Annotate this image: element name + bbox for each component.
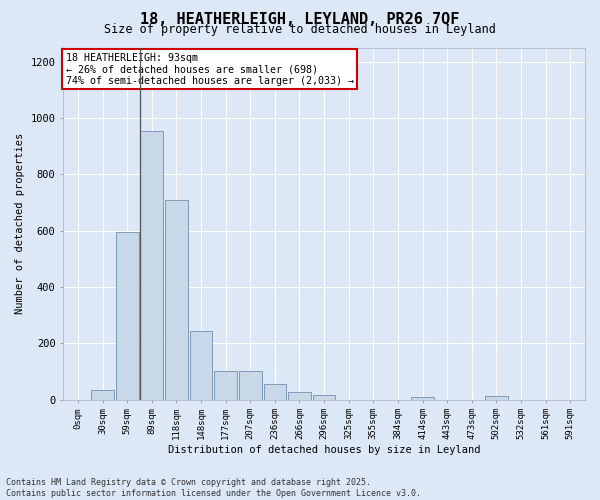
Bar: [411, 398, 434, 400]
Bar: [288, 392, 311, 400]
Bar: [313, 396, 335, 400]
Text: Size of property relative to detached houses in Leyland: Size of property relative to detached ho…: [104, 22, 496, 36]
Text: 18 HEATHERLEIGH: 93sqm
← 26% of detached houses are smaller (698)
74% of semi-de: 18 HEATHERLEIGH: 93sqm ← 26% of detached…: [66, 53, 354, 86]
Bar: [140, 130, 163, 400]
Text: 18, HEATHERLEIGH, LEYLAND, PR26 7QF: 18, HEATHERLEIGH, LEYLAND, PR26 7QF: [140, 12, 460, 28]
Bar: [239, 372, 262, 400]
X-axis label: Distribution of detached houses by size in Leyland: Distribution of detached houses by size …: [168, 445, 481, 455]
Bar: [214, 372, 237, 400]
Y-axis label: Number of detached properties: Number of detached properties: [15, 133, 25, 314]
Bar: [190, 330, 212, 400]
Bar: [485, 396, 508, 400]
Bar: [91, 390, 114, 400]
Bar: [165, 200, 188, 400]
Bar: [116, 232, 139, 400]
Text: Contains HM Land Registry data © Crown copyright and database right 2025.
Contai: Contains HM Land Registry data © Crown c…: [6, 478, 421, 498]
Bar: [263, 384, 286, 400]
